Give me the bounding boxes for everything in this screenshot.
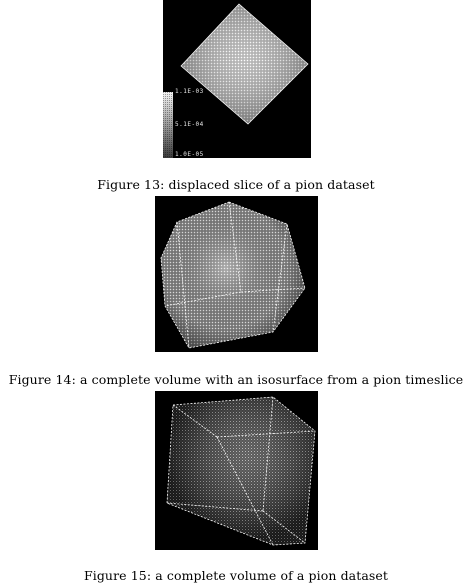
colorbar-min-label: 1.0E-05 <box>175 151 204 158</box>
volume-render <box>166 396 316 546</box>
figure-15-image <box>155 391 318 550</box>
figure-13-image: 1.1E-03 5.1E-04 1.0E-05 <box>163 0 311 158</box>
volume-bounding-box <box>166 396 316 546</box>
volume-bounding-box <box>160 201 306 349</box>
displaced-slice-render <box>163 3 309 158</box>
figure-13-caption: Figure 13: displaced slice of a pion dat… <box>97 177 375 192</box>
colorbar-mid-label: 5.1E-04 <box>175 121 204 128</box>
figure-14-caption: Figure 14: a complete volume with an iso… <box>8 372 464 387</box>
figure-14-image <box>155 196 318 352</box>
figure-15-caption: Figure 15: a complete volume of a pion d… <box>83 568 389 583</box>
isosurface-volume-render <box>160 201 306 349</box>
colorbar-max-label: 1.1E-03 <box>175 88 204 95</box>
